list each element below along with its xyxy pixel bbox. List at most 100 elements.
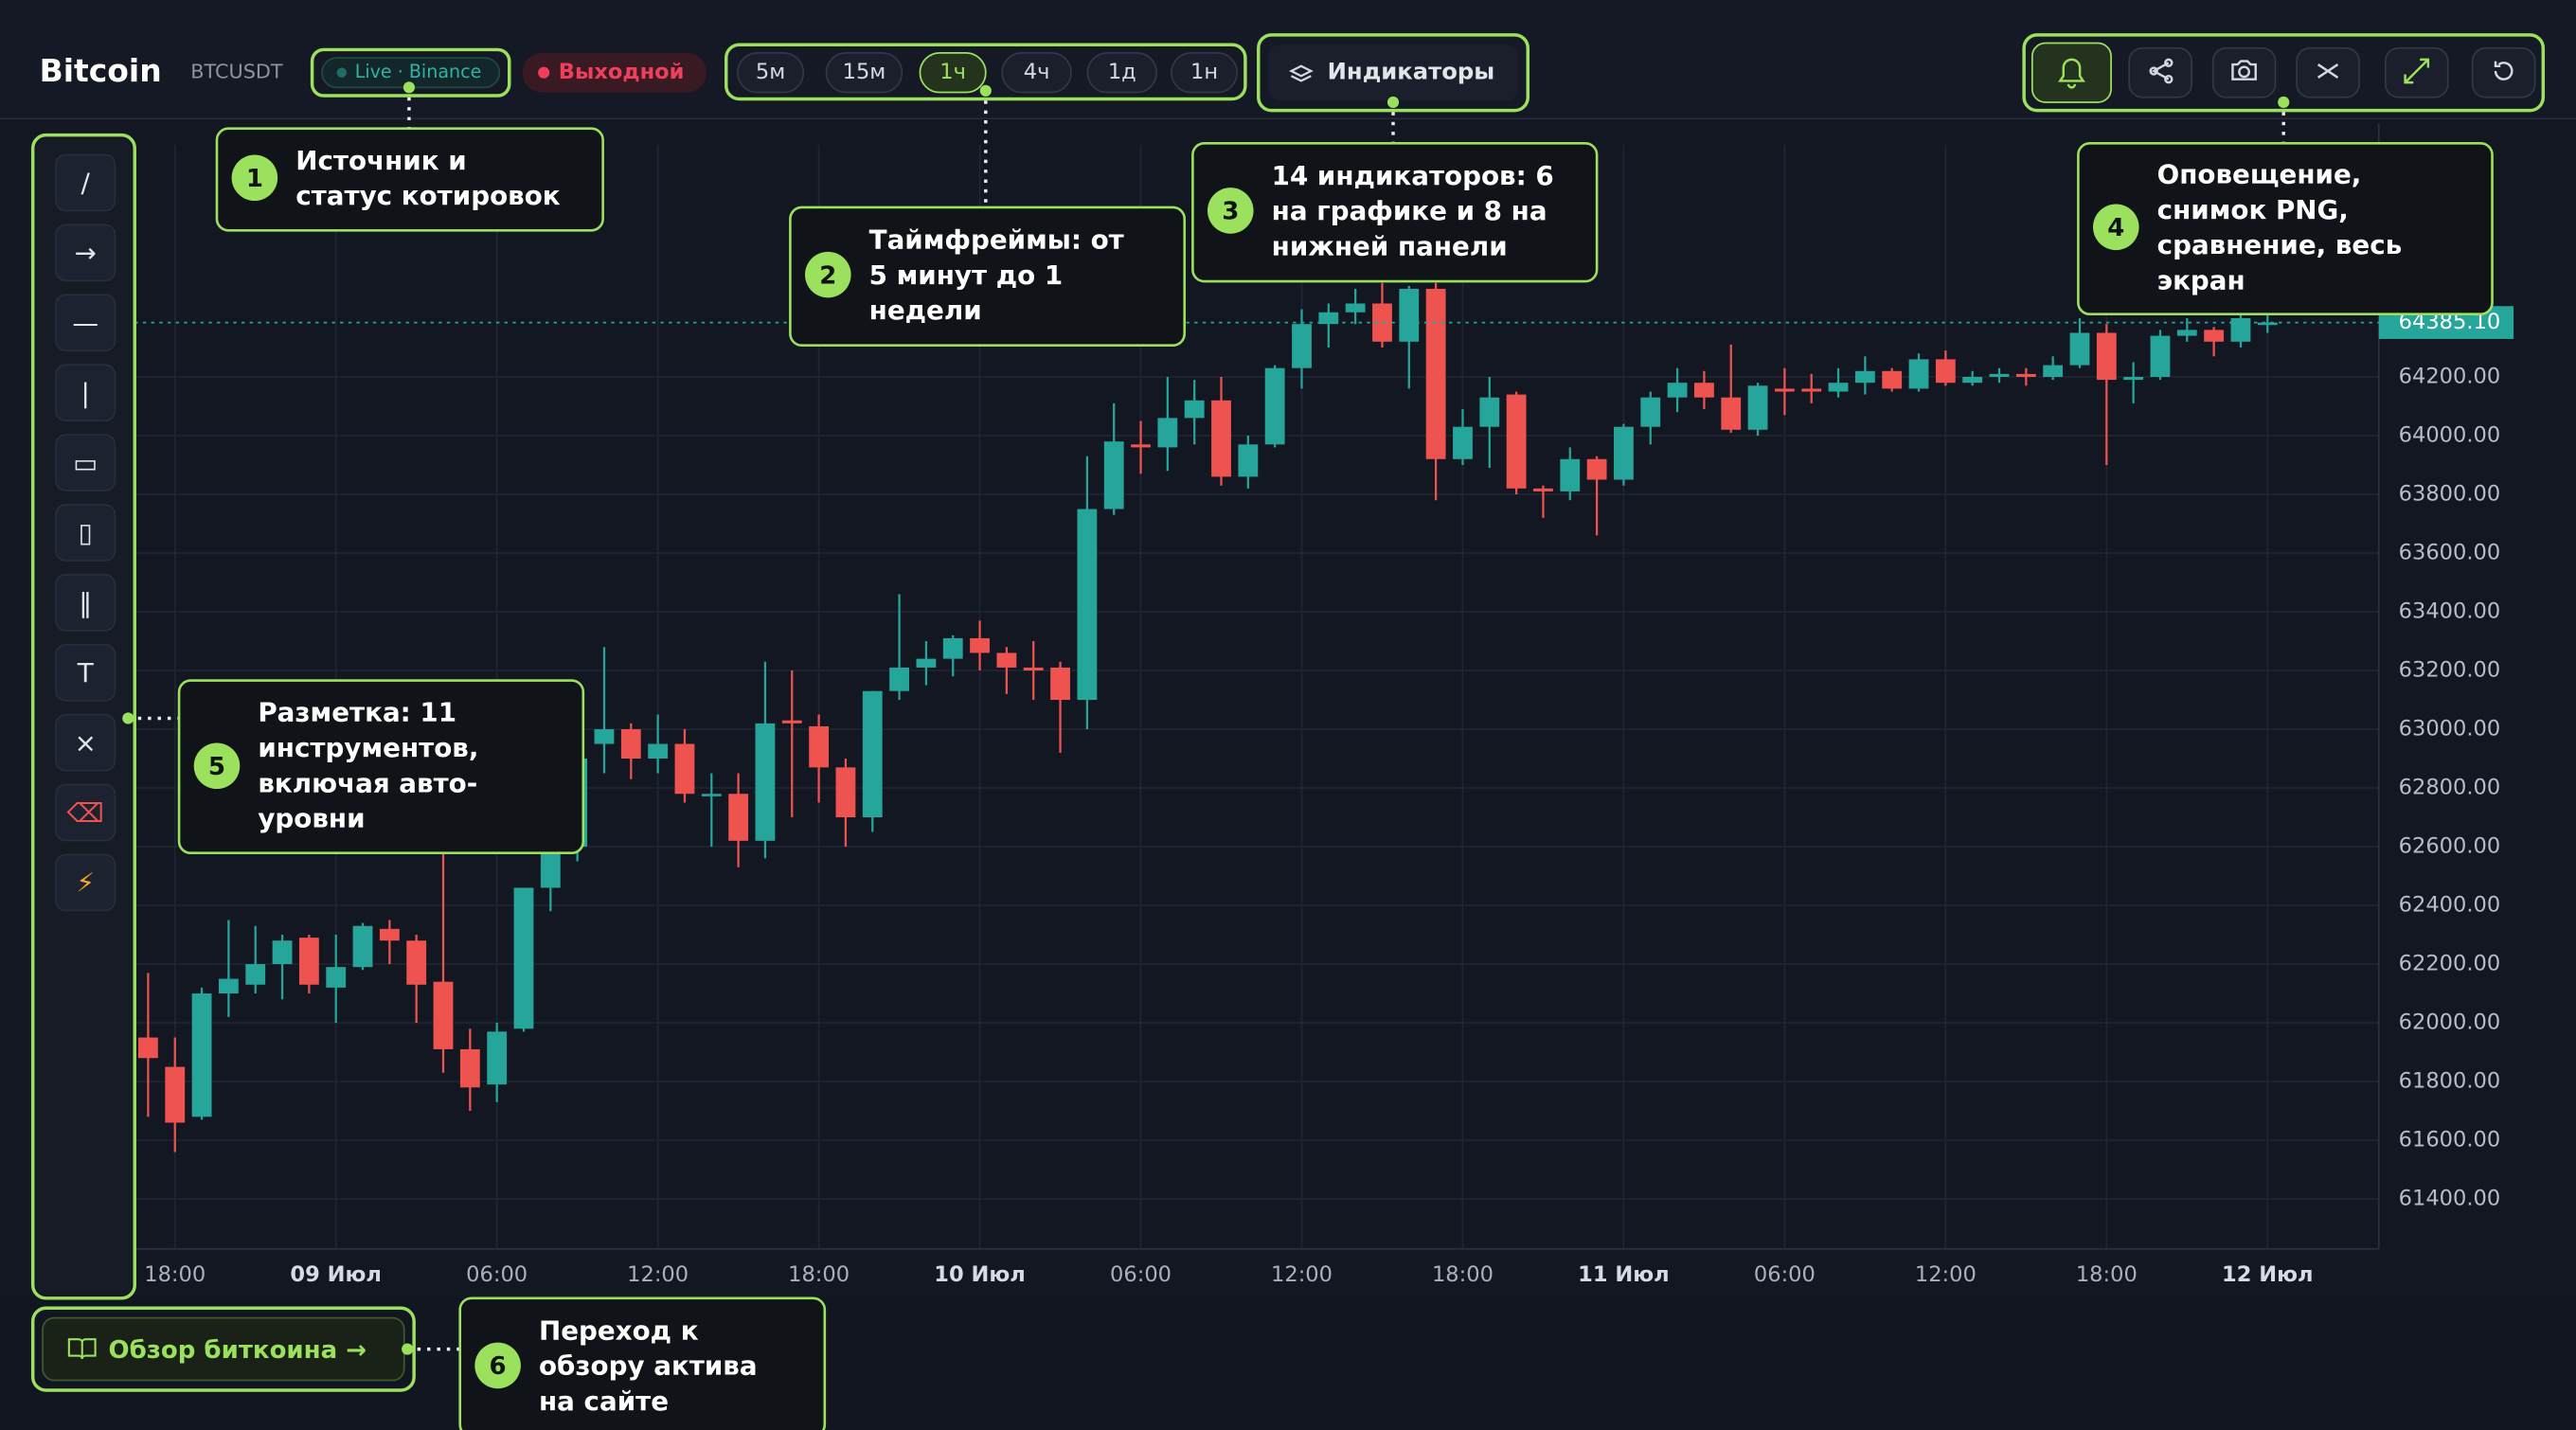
callout-badge bbox=[1208, 188, 1254, 234]
tool-button[interactable] bbox=[2384, 46, 2449, 98]
callout-text: Оповещение, bbox=[2157, 159, 2362, 190]
tool-button[interactable] bbox=[2128, 46, 2192, 98]
tool-label[interactable]: T bbox=[77, 657, 95, 688]
x-tick-label: 12:00 bbox=[627, 1262, 689, 1287]
y-tick-label: 61800.00 bbox=[2399, 1069, 2501, 1094]
candle-body bbox=[1614, 426, 1634, 480]
tool-button[interactable] bbox=[2471, 46, 2536, 98]
candle-body bbox=[942, 637, 963, 659]
tool-label[interactable]: ▭ bbox=[73, 447, 98, 478]
tool-label[interactable]: → bbox=[75, 238, 97, 269]
callout-text: недели bbox=[869, 295, 982, 326]
bell-icon bbox=[2058, 58, 2085, 89]
candle-body bbox=[755, 723, 776, 841]
asset-symbol: BTCUSDT bbox=[190, 61, 283, 83]
source-dot bbox=[336, 67, 348, 78]
callout-text: 14 индикаторов: 6 bbox=[1272, 160, 1554, 191]
candle-body bbox=[674, 743, 695, 795]
x-tick-label: 18:00 bbox=[144, 1262, 206, 1287]
candle-body bbox=[1854, 370, 1875, 384]
timeframe-label[interactable]: 1н bbox=[1190, 60, 1218, 84]
timeframe-button[interactable] bbox=[1170, 52, 1239, 94]
connector-dot bbox=[979, 84, 992, 97]
tool-label[interactable]: | bbox=[81, 377, 90, 408]
callout-text: обзору актива bbox=[539, 1350, 758, 1382]
status-label: Выходной bbox=[559, 60, 685, 84]
x-tick-label: 09 Июл bbox=[290, 1262, 382, 1287]
tool-button[interactable] bbox=[2030, 42, 2112, 103]
timeframe-label[interactable]: 1д bbox=[1108, 60, 1136, 84]
timeframe-label[interactable]: 4ч bbox=[1024, 60, 1050, 84]
tool-button[interactable] bbox=[55, 643, 116, 702]
tool-label[interactable]: / bbox=[81, 168, 91, 199]
candle-body bbox=[835, 767, 856, 818]
tool-button[interactable] bbox=[55, 713, 116, 772]
callout-text: экран bbox=[2157, 264, 2245, 295]
candle-body bbox=[1264, 367, 1285, 445]
x-tick-label: 12 Июл bbox=[2222, 1262, 2314, 1287]
tool-button[interactable] bbox=[55, 223, 116, 282]
tool-label[interactable]: ⚡ bbox=[76, 867, 95, 899]
candle-body bbox=[1962, 376, 1983, 384]
candle-body bbox=[1318, 312, 1339, 325]
callout-text: Переход к bbox=[539, 1314, 699, 1346]
timeframe-label[interactable]: 5м bbox=[756, 60, 785, 84]
tool-label[interactable]: ⌫ bbox=[66, 797, 104, 829]
candle-body bbox=[1399, 288, 1420, 342]
callout bbox=[177, 679, 585, 855]
timeframe-button[interactable] bbox=[1001, 52, 1072, 94]
tool-button[interactable] bbox=[55, 783, 116, 842]
indicators-label[interactable]: Индикаторы bbox=[1328, 58, 1495, 85]
callout-text: снимок PNG, bbox=[2157, 194, 2349, 225]
candle-body bbox=[272, 940, 293, 965]
tool-label[interactable]: × bbox=[75, 727, 97, 759]
layers-icon bbox=[1288, 64, 1314, 82]
timeframe-button[interactable] bbox=[919, 52, 987, 94]
candle-body bbox=[1425, 288, 1446, 459]
candle-body bbox=[1292, 324, 1312, 368]
indicators-button[interactable] bbox=[1268, 45, 1518, 101]
tool-label[interactable]: ‖ bbox=[79, 587, 92, 618]
timeframe-button[interactable] bbox=[1086, 52, 1158, 94]
review-label[interactable]: Обзор биткоина → bbox=[108, 1336, 367, 1365]
tool-button[interactable] bbox=[2211, 46, 2277, 98]
highlight bbox=[30, 133, 136, 1300]
x-tick-label: 10 Июл bbox=[934, 1262, 1026, 1287]
candle-body bbox=[1882, 370, 1903, 389]
candle-body bbox=[298, 938, 319, 985]
fullscreen-icon bbox=[2404, 58, 2430, 84]
candle-body bbox=[487, 1031, 508, 1085]
x-tick-label: 06:00 bbox=[1110, 1262, 1172, 1287]
book-icon bbox=[67, 1338, 97, 1360]
candle-body bbox=[1586, 458, 1607, 480]
timeframe-button[interactable] bbox=[737, 52, 805, 94]
highlight bbox=[1257, 33, 1530, 113]
tool-button[interactable] bbox=[55, 504, 116, 562]
candle-body bbox=[2096, 332, 2117, 381]
timeframe-button[interactable] bbox=[825, 52, 903, 94]
candle-body bbox=[1184, 400, 1205, 419]
tool-label[interactable]: ▯ bbox=[79, 517, 93, 548]
candle-body bbox=[809, 725, 830, 768]
tool-button[interactable] bbox=[55, 153, 116, 212]
candle-body bbox=[1533, 488, 1553, 492]
candle-body bbox=[1131, 444, 1151, 448]
tool-label[interactable]: — bbox=[72, 307, 98, 338]
tool-button[interactable] bbox=[55, 434, 116, 492]
callout-text: статус котировок bbox=[295, 180, 561, 211]
tool-button[interactable] bbox=[55, 294, 116, 352]
tool-button[interactable] bbox=[55, 853, 116, 912]
timeframe-label[interactable]: 1ч bbox=[939, 60, 966, 84]
tool-button[interactable] bbox=[55, 573, 116, 632]
timeframe-label[interactable]: 15м bbox=[843, 60, 886, 84]
x-tick-label: 18:00 bbox=[788, 1262, 850, 1287]
tool-button[interactable] bbox=[2296, 46, 2360, 98]
candle-body bbox=[218, 978, 239, 994]
connector-dot bbox=[1386, 96, 1400, 109]
candle-body bbox=[379, 928, 400, 941]
candle-body bbox=[1157, 418, 1178, 448]
tool-button[interactable] bbox=[55, 364, 116, 422]
candle-body bbox=[916, 658, 937, 668]
callout-text: Разметка: 11 bbox=[258, 697, 456, 728]
